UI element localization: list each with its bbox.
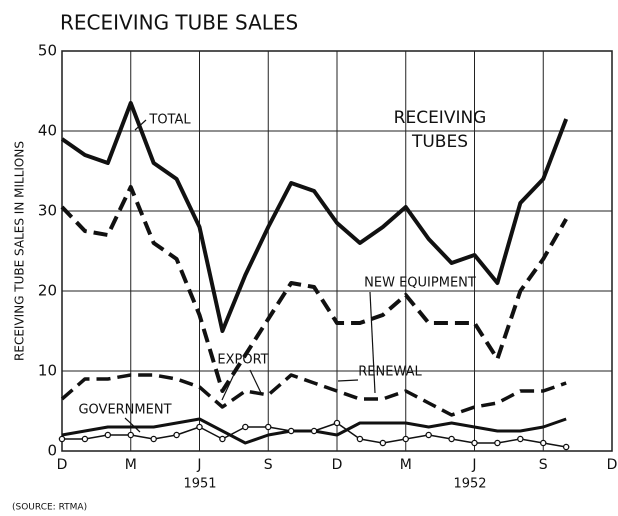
leader-line: [221, 369, 237, 401]
x-tick-label: J: [196, 457, 201, 473]
annotation: RECEIVING: [394, 108, 487, 128]
series-point: [150, 435, 157, 443]
y-tick-label: 10: [38, 362, 57, 380]
series-point: [127, 431, 134, 439]
annotation: TUBES: [411, 132, 468, 152]
annotation: EXPORT: [217, 353, 268, 368]
year-label: 1951: [183, 477, 216, 492]
series-point: [173, 431, 180, 439]
leader-line: [124, 417, 141, 433]
annotation: TOTAL: [148, 113, 191, 128]
series-point: [58, 435, 66, 443]
series-point: [356, 435, 364, 443]
leader-line: [249, 369, 263, 396]
series-point: [196, 423, 203, 431]
series-point: [287, 427, 295, 435]
source-note: (SOURCE: RTMA): [12, 503, 87, 513]
x-tick-label: S: [264, 457, 273, 473]
y-tick-label: 30: [38, 202, 57, 220]
series-point: [562, 443, 570, 451]
y-tick-label: 50: [38, 42, 57, 60]
x-tick-label: S: [539, 457, 548, 473]
leader-line: [337, 379, 359, 382]
year-label: 1952: [453, 477, 486, 492]
series-point: [425, 431, 432, 439]
series-point: [402, 435, 409, 443]
annotation: RENEWAL: [358, 365, 422, 380]
series-point: [494, 439, 501, 447]
y-tick-label: 20: [38, 282, 57, 300]
annotation: GOVERNMENT: [78, 403, 171, 418]
x-tick-label: D: [57, 457, 68, 473]
series-point: [333, 419, 341, 427]
series-point: [104, 431, 112, 439]
x-tick-label: D: [607, 457, 618, 473]
x-tick-label: M: [125, 457, 137, 473]
x-tick-label: M: [400, 457, 412, 473]
series-line: [60, 185, 568, 393]
series-point: [219, 435, 226, 443]
series-point: [81, 435, 89, 443]
leader-line: [369, 291, 376, 394]
series-line: [60, 101, 569, 333]
series-point: [471, 439, 478, 447]
y-tick-label: 0: [47, 442, 57, 460]
series-point: [310, 427, 318, 435]
y-axis-label: RECEIVING TUBE SALES IN MILLIONS: [13, 141, 27, 361]
series-point: [379, 439, 387, 447]
x-tick-label: J: [471, 457, 476, 473]
series-point: [242, 423, 249, 431]
leader-line: [134, 119, 147, 131]
chart-title: RECEIVING TUBE SALES: [60, 11, 298, 35]
series-point: [264, 423, 272, 431]
y-tick-label: 40: [38, 122, 57, 140]
series-line: [60, 373, 567, 417]
series-point: [540, 439, 547, 447]
series-point: [448, 435, 455, 443]
annotation: NEW EQUIPMENT: [364, 276, 476, 291]
x-tick-label: D: [332, 457, 343, 473]
series-point: [517, 435, 524, 443]
